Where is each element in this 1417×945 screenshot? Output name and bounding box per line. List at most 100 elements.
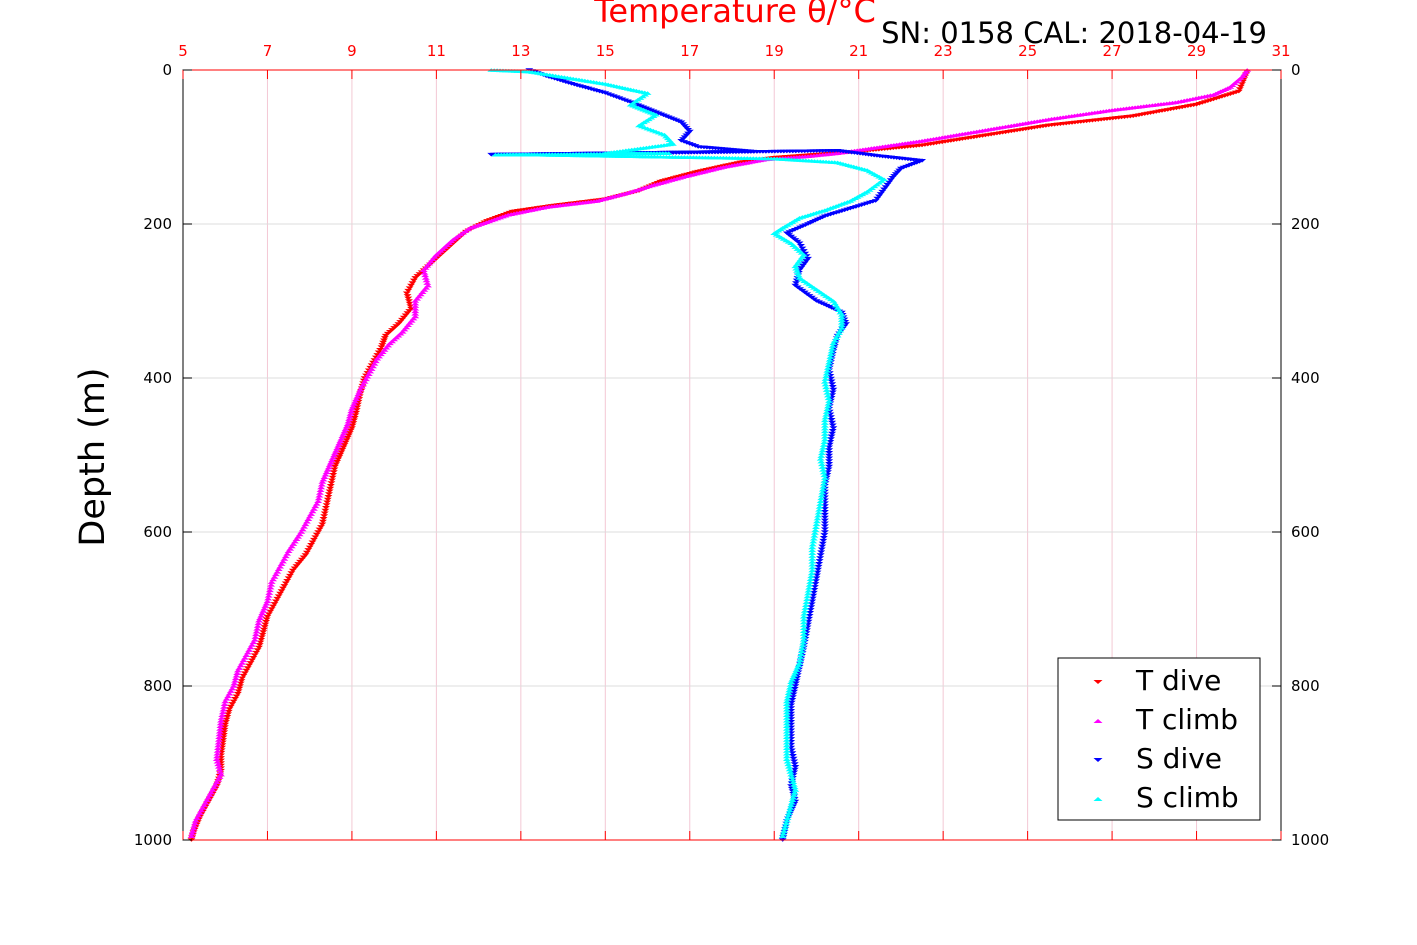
data-point (787, 700, 796, 705)
data-point (883, 182, 892, 187)
data-point (808, 562, 817, 567)
data-point (216, 727, 225, 731)
data-point (782, 818, 791, 823)
x-tick-label: 13 (511, 42, 530, 60)
data-point (323, 497, 332, 502)
data-point (207, 790, 216, 795)
data-point (808, 596, 817, 601)
data-point (811, 579, 820, 583)
data-point (820, 440, 829, 445)
data-point (319, 517, 328, 521)
data-point (378, 343, 387, 347)
data-point (799, 617, 808, 622)
data-point (822, 371, 831, 376)
data-point (805, 583, 814, 587)
data-point (214, 743, 223, 748)
data-point (820, 424, 829, 428)
data-point (791, 788, 800, 792)
data-point (787, 800, 796, 805)
data-point (828, 423, 837, 428)
y-axis-label: Depth (m) (73, 367, 113, 546)
data-point (256, 616, 265, 620)
data-point (188, 829, 197, 833)
data-point (829, 387, 838, 392)
data-point (798, 646, 807, 651)
legend-box (1057, 657, 1261, 821)
data-point (787, 772, 796, 777)
data-point (213, 746, 222, 750)
data-point (266, 585, 275, 590)
data-point (809, 593, 818, 598)
data-point (782, 729, 791, 734)
data-point (232, 694, 241, 699)
data-point (305, 545, 314, 550)
data-point (820, 524, 829, 529)
data-point (285, 573, 294, 578)
data-point (808, 565, 817, 570)
data-point (819, 484, 828, 489)
data-point (320, 475, 329, 479)
data-point (231, 697, 240, 701)
data-point (886, 178, 895, 182)
data-point (347, 426, 356, 430)
data-point (802, 597, 811, 602)
data-point (787, 711, 796, 716)
data-point (353, 402, 362, 407)
data-point (258, 611, 267, 616)
data-point (822, 410, 831, 414)
data-point (326, 460, 335, 465)
data-point (820, 435, 829, 439)
data-point (255, 643, 264, 647)
data-point (265, 591, 274, 595)
data-point (246, 645, 255, 650)
data-point (782, 716, 791, 720)
data-point (820, 515, 829, 520)
data-point (794, 663, 803, 668)
data-point (283, 552, 292, 556)
data-point (807, 571, 816, 576)
data-point (786, 683, 795, 687)
data-point (820, 473, 829, 478)
data-point (262, 617, 271, 622)
data-point (340, 443, 349, 447)
data-point (219, 738, 228, 742)
data-point (798, 246, 807, 251)
data-point (782, 754, 791, 759)
data-point (191, 818, 200, 823)
data-point (785, 767, 794, 772)
data-point (790, 770, 799, 775)
data-point (815, 505, 824, 509)
data-point (413, 274, 422, 278)
y-tick-label-left: 800 (143, 677, 172, 695)
data-point (801, 603, 810, 607)
data-point (238, 661, 247, 665)
y-tick-label-right: 400 (1291, 369, 1320, 387)
legend-marker (1093, 718, 1103, 724)
data-point (823, 391, 832, 395)
data-point (338, 447, 347, 452)
data-point (814, 567, 823, 572)
data-point (347, 407, 356, 411)
data-point (341, 440, 350, 445)
data-point (215, 767, 224, 772)
data-point (816, 457, 825, 461)
data-point (790, 767, 799, 772)
data-point (197, 808, 206, 813)
data-point (828, 344, 837, 348)
data-point (837, 323, 846, 328)
data-point (810, 585, 819, 589)
data-point (228, 702, 237, 706)
data-point (820, 429, 829, 434)
data-point (828, 382, 837, 386)
data-point (271, 599, 280, 604)
data-point (218, 713, 227, 717)
data-point (221, 720, 230, 724)
grid (183, 70, 1281, 840)
data-point (260, 606, 269, 611)
data-point (795, 661, 804, 665)
legend-marker (1093, 679, 1103, 685)
data-point (833, 333, 842, 338)
data-point (812, 522, 821, 527)
data-point (823, 407, 832, 412)
data-point (679, 137, 688, 141)
